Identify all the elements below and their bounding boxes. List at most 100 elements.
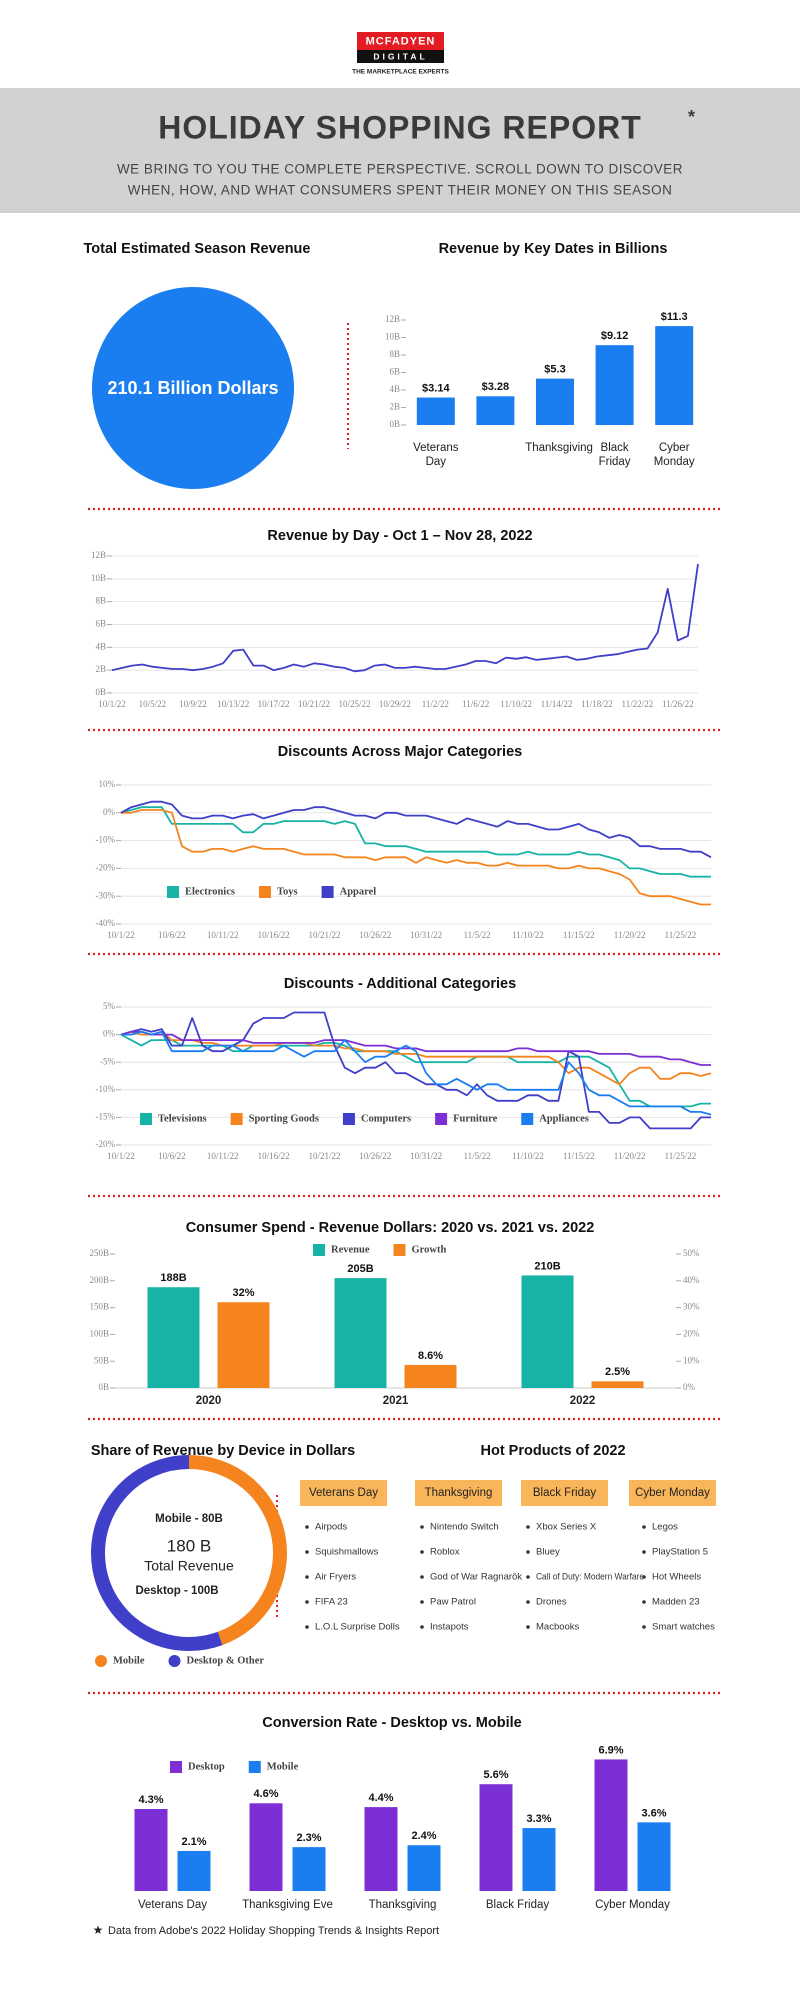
bar: [134, 1809, 168, 1891]
donut-segment: [91, 1455, 223, 1651]
brand-sub: DIGITAL: [373, 51, 427, 61]
brand: MCFADYEN: [366, 35, 436, 47]
bar: [147, 1287, 200, 1388]
column-title: Cyber Monday: [635, 1487, 710, 1499]
legend-swatch: [435, 1113, 448, 1125]
column-title: Veterans Day: [309, 1487, 378, 1499]
data-label: $3.28: [482, 381, 510, 393]
product-item: FIFA 23: [315, 1597, 348, 1608]
x-tick-label: 11/18/22: [581, 699, 613, 709]
revenue-total: 210.1 Billion Dollars: [107, 378, 278, 398]
legend-label: Furniture: [453, 1113, 497, 1124]
bullet: [420, 1550, 424, 1554]
x-tick-label: 10/21/22: [308, 930, 340, 940]
legend-label: Mobile: [267, 1761, 299, 1772]
product-item: PlayStation 5: [652, 1547, 708, 1558]
bullet: [420, 1600, 424, 1604]
bullet: [526, 1600, 530, 1604]
data-label: 2.3%: [296, 1832, 321, 1844]
section-title: Total Estimated Season Revenue: [84, 241, 311, 257]
column-title: Black Friday: [533, 1487, 597, 1499]
y2-tick-label: 50%: [683, 1248, 700, 1258]
bullet: [420, 1575, 424, 1579]
data-label: 2.4%: [411, 1830, 436, 1842]
x-tick-label: 11/14/22: [541, 699, 573, 709]
product-item: Xbox Series X: [536, 1522, 597, 1533]
bullet: [305, 1575, 309, 1579]
legend-label: Revenue: [331, 1244, 370, 1255]
x-tick-label: 11/2/22: [422, 699, 449, 709]
tagline: THE MARKETPLACE EXPERTS: [352, 69, 449, 76]
subtitle: WHEN, HOW, AND WHAT CONSUMERS SPENT THEI…: [128, 183, 673, 198]
legend-label: Electronics: [185, 886, 235, 897]
bar: [595, 345, 634, 425]
x-tick-label: 11/10/22: [500, 699, 532, 709]
bar: [404, 1364, 457, 1388]
y2-tick-label: 40%: [683, 1275, 700, 1285]
y2-tick-label: 20%: [683, 1328, 700, 1338]
y-tick-label: -20%: [96, 862, 116, 872]
bar: [479, 1784, 513, 1891]
footnote-star: ★: [93, 1923, 104, 1937]
product-item: Madden 23: [652, 1597, 700, 1608]
y-tick-label: 12B: [385, 314, 400, 324]
x-tick-label: 10/16/22: [258, 1151, 290, 1161]
data-label: $11.3: [661, 311, 688, 323]
legend-swatch: [230, 1113, 243, 1125]
legend-label: Televisions: [158, 1113, 207, 1124]
x-tick-label: Thanksgiving Eve: [242, 1899, 333, 1911]
subtitle: WE BRING TO YOU THE COMPLETE PERSPECTIVE…: [117, 162, 683, 177]
bar: [591, 1381, 644, 1388]
bar: [334, 1278, 387, 1388]
chart-title: Conversion Rate - Desktop vs. Mobile: [262, 1715, 521, 1731]
bullet: [642, 1525, 646, 1529]
product-item: Call of Duty: Modern Warfare: [536, 1572, 644, 1583]
y2-tick-label: 10%: [683, 1355, 700, 1365]
title-mark: *: [688, 107, 695, 127]
bullet: [642, 1575, 646, 1579]
series-line: [120, 1011, 711, 1130]
x-tick-label: Cyber Monday: [595, 1899, 670, 1911]
y-tick-label: -30%: [96, 890, 116, 900]
product-item: Roblox: [430, 1547, 460, 1558]
data-label: 4.4%: [368, 1792, 393, 1804]
bar: [364, 1807, 398, 1891]
report-title: HOLIDAY SHOPPING REPORT: [158, 109, 642, 145]
x-tick-label: Thanksgiving: [369, 1899, 437, 1911]
bar: [292, 1847, 326, 1891]
x-tick-label: 11/15/22: [563, 930, 595, 940]
bar: [522, 1828, 556, 1891]
x-tick-label: 10/1/22: [107, 930, 135, 940]
product-item: Paw Patrol: [430, 1597, 476, 1608]
x-tick-label: 10/6/22: [158, 930, 186, 940]
y-tick-label: -5%: [100, 1056, 115, 1066]
data-label: 32%: [232, 1287, 254, 1299]
data-label: 8.6%: [418, 1350, 443, 1362]
bar: [416, 397, 455, 425]
data-label: $5.3: [544, 364, 565, 376]
series-line: [120, 1030, 711, 1066]
chart-title: Share of Revenue by Device in Dollars: [91, 1443, 355, 1459]
y-tick-label: 8B: [95, 596, 106, 606]
bullet: [642, 1625, 646, 1629]
series-line: [111, 563, 699, 673]
logo-red: [357, 32, 444, 50]
x-tick-label: 10/11/22: [207, 930, 239, 940]
x-tick-label: 10/16/22: [258, 930, 290, 940]
data-label: 4.3%: [138, 1794, 163, 1806]
x-tick-label: 10/21/22: [308, 1151, 340, 1161]
legend-swatch: [167, 886, 179, 898]
bullet: [420, 1625, 424, 1629]
section-title: Hot Products of 2022: [480, 1443, 625, 1459]
y-tick-label: 0B: [98, 1382, 109, 1392]
column-header: [629, 1480, 716, 1506]
product-item: Drones: [536, 1597, 567, 1608]
data-label: 3.6%: [641, 1807, 666, 1819]
data-label: Desktop - 100B: [135, 1585, 218, 1597]
y-tick-label: -10%: [96, 1084, 116, 1094]
legend-label: Mobile: [113, 1655, 145, 1666]
x-tick-label: Veterans Day: [138, 1899, 207, 1911]
data-label: 2.1%: [181, 1836, 206, 1848]
y-tick-label: 10B: [385, 332, 400, 342]
